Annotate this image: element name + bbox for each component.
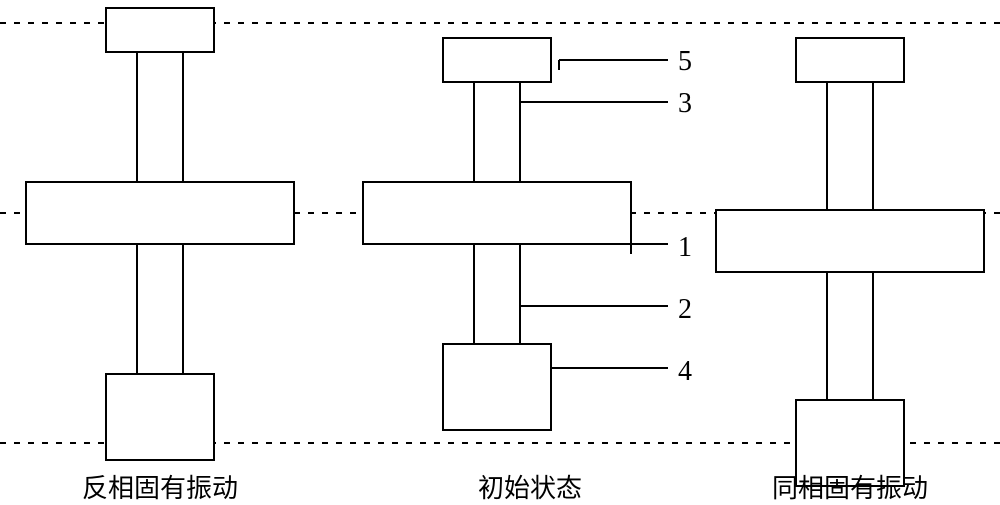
callout-label: 4 xyxy=(678,356,692,387)
left-stem-top xyxy=(137,52,183,182)
left-cap-top xyxy=(106,8,214,52)
right-mid-block xyxy=(716,210,984,272)
left-stem-bot xyxy=(137,244,183,374)
center-mid-block xyxy=(363,182,631,244)
caption-left: 反相固有振动 xyxy=(10,468,310,505)
center-cap-bot xyxy=(443,344,551,430)
center-stem-top xyxy=(474,82,520,182)
callout-label: 1 xyxy=(678,232,692,263)
right-cap-top xyxy=(796,38,904,82)
left-mid-block xyxy=(26,182,294,244)
callout-label: 2 xyxy=(678,294,692,325)
center-cap-top xyxy=(443,38,551,82)
callout-label: 3 xyxy=(678,88,692,119)
right-stem-top xyxy=(827,82,873,210)
right-stem-bot xyxy=(827,272,873,400)
callout-label: 5 xyxy=(678,46,692,77)
left-cap-bot xyxy=(106,374,214,460)
caption-right: 同相固有振动 xyxy=(700,468,1000,505)
caption-center: 初始状态 xyxy=(380,468,680,505)
center-stem-bot xyxy=(474,244,520,344)
